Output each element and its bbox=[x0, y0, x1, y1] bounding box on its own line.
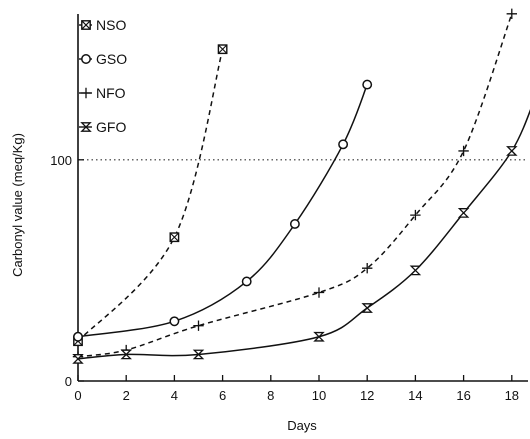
data-point-gso bbox=[169, 316, 180, 327]
data-point-gfo bbox=[361, 303, 373, 313]
data-point-gfo bbox=[120, 349, 132, 360]
data-point-gfo bbox=[313, 331, 325, 342]
y-tick-label: 100 bbox=[50, 153, 72, 168]
legend-item-gfo: GFO bbox=[79, 119, 126, 135]
data-point-nfo bbox=[313, 287, 325, 298]
data-point-gfo bbox=[457, 208, 470, 218]
legend-label-nfo: NFO bbox=[96, 85, 126, 101]
y-tick-label: 0 bbox=[65, 374, 72, 389]
data-point-gfo bbox=[72, 354, 84, 364]
legend-marker-nfo bbox=[80, 87, 92, 99]
legend-label-gso: GSO bbox=[96, 51, 127, 67]
series-line-gfo bbox=[77, 109, 530, 360]
legend-label-gfo: GFO bbox=[96, 119, 126, 135]
x-axis-label: Days bbox=[287, 418, 317, 433]
x-tick-label: 16 bbox=[456, 388, 470, 403]
x-tick-label: 0 bbox=[74, 388, 81, 403]
data-point-gfo bbox=[192, 349, 205, 360]
data-point-gso bbox=[241, 276, 252, 287]
legend-item-nfo: NFO bbox=[79, 85, 126, 101]
legend-item-gso: GSO bbox=[79, 51, 127, 67]
legend-item-nso: NSO bbox=[79, 17, 126, 33]
x-tick-label: 8 bbox=[267, 388, 274, 403]
axes bbox=[77, 14, 528, 382]
legend-label-nso: NSO bbox=[96, 17, 126, 33]
y-axis-label: Carbonyl value (meq/Kg) bbox=[10, 133, 25, 277]
data-point-nso bbox=[169, 232, 180, 243]
data-point-nfo bbox=[362, 262, 373, 274]
data-point-nso bbox=[217, 44, 228, 55]
x-tick-label: 14 bbox=[408, 388, 422, 403]
x-tick-label: 4 bbox=[171, 388, 178, 403]
data-point-gfo bbox=[506, 146, 518, 156]
data-point-gso bbox=[338, 139, 349, 150]
legend-marker-gfo bbox=[80, 122, 92, 132]
x-tick-label: 2 bbox=[123, 388, 130, 403]
data-point-nfo bbox=[193, 320, 204, 331]
data-point-nfo bbox=[506, 8, 517, 20]
legend-marker-gso bbox=[81, 54, 91, 64]
data-point-gso bbox=[73, 331, 83, 342]
data-point-gfo bbox=[409, 265, 422, 276]
x-tick-label: 12 bbox=[360, 388, 374, 403]
x-tick-label: 10 bbox=[312, 388, 326, 403]
markers bbox=[72, 8, 518, 364]
data-point-nfo bbox=[458, 145, 469, 157]
data-point-nfo bbox=[410, 209, 421, 221]
plot-area bbox=[77, 13, 530, 360]
data-point-gso bbox=[362, 79, 373, 90]
x-tick-label: 18 bbox=[505, 388, 519, 403]
legend: NSO GSO NFO GFO bbox=[79, 17, 127, 135]
x-tick-label: 6 bbox=[219, 388, 226, 403]
legend-marker-nso bbox=[81, 20, 91, 30]
data-point-gso bbox=[289, 218, 300, 229]
ticks: 0 2 4 6 8 10 12 14 16 18 0 100 bbox=[50, 153, 519, 403]
series-line-nso bbox=[77, 49, 224, 342]
series-line-nfo bbox=[77, 13, 513, 358]
